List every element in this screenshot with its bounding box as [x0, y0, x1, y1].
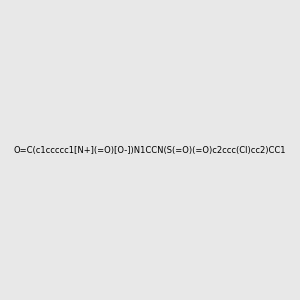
Text: O=C(c1ccccc1[N+](=O)[O-])N1CCN(S(=O)(=O)c2ccc(Cl)cc2)CC1: O=C(c1ccccc1[N+](=O)[O-])N1CCN(S(=O)(=O)…: [14, 146, 286, 154]
